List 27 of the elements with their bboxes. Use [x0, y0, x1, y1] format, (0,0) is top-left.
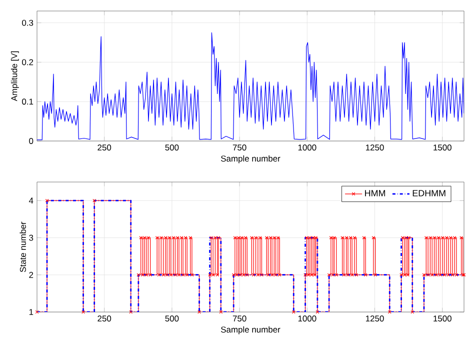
x-axis-title: Sample number [221, 155, 280, 164]
legend-label: EDHMM [412, 190, 446, 196]
x-tick-label: 1250 [366, 316, 384, 322]
legend-label: HMM [365, 190, 386, 196]
y-tick-label: 2 [29, 272, 34, 278]
x-tick-label: 750 [232, 144, 246, 151]
x-tick-label: 1000 [298, 144, 316, 151]
y-tick-label: 3 [29, 234, 34, 241]
line-series [37, 32, 464, 140]
x-axis-title: Sample number [221, 326, 280, 334]
y-tick-label: 0 [29, 138, 34, 144]
x-tick-label: 250 [98, 144, 112, 151]
y-tick-label: 4 [28, 198, 34, 204]
x-tick-label: 750 [232, 316, 246, 322]
y-tick-label: 1 [29, 309, 34, 315]
y-tick-label: 0.1 [22, 98, 34, 105]
y-tick-label: 0.3 [22, 20, 34, 26]
x-tick-label: 1500 [434, 316, 452, 322]
y-axis-title: State number [20, 222, 26, 272]
y-tick-label: 0.2 [22, 59, 34, 66]
y-axis-title: Amplitude [V] [10, 51, 19, 102]
x-tick-label: 250 [98, 316, 112, 322]
x-tick-label: 500 [165, 316, 179, 322]
x-tick-label: 500 [165, 144, 179, 151]
x-tick-label: 1250 [366, 144, 384, 151]
x-tick-label: 1000 [298, 316, 316, 322]
x-tick-label: 1500 [434, 144, 452, 151]
